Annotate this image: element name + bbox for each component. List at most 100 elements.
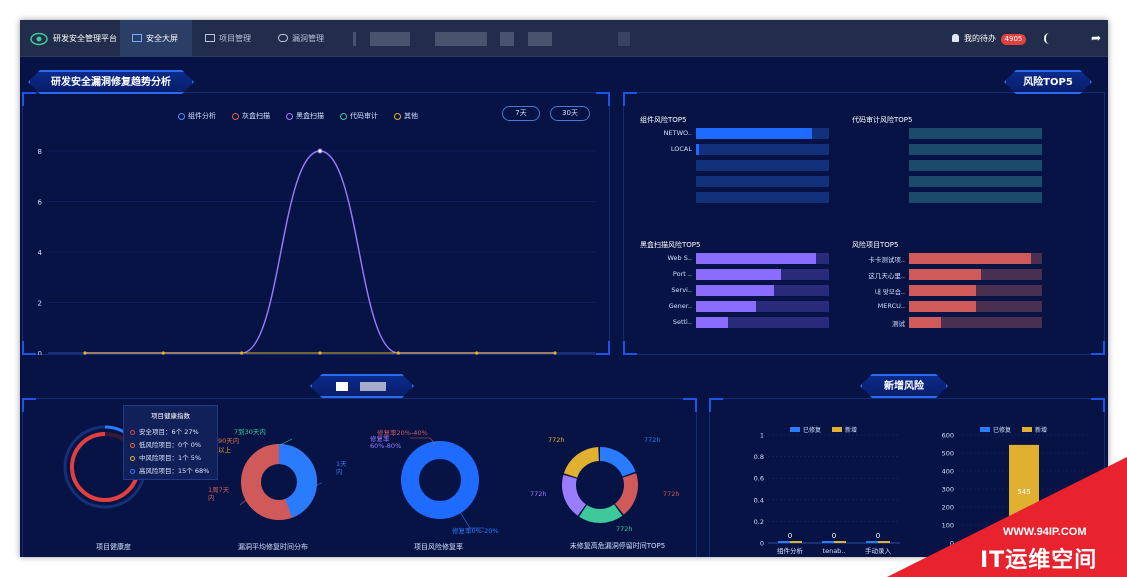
unfixed-label-4: 772h <box>616 525 633 533</box>
repair-rate-label-3: 修复率0%-20% <box>452 527 499 535</box>
health-dot-icon <box>130 429 135 435</box>
repair-time-label-5: 1天内 <box>336 460 347 476</box>
y-tick-label: 200 <box>942 504 954 512</box>
legend-marker-icon <box>1022 427 1032 432</box>
risk-bar[interactable] <box>909 269 981 280</box>
legend-item[interactable]: 黑盒扫描 <box>286 112 324 120</box>
health-row-text: 中风险项目：1个 5% <box>139 454 202 462</box>
risk-bar-label: LOCAL <box>670 145 692 153</box>
repair-time-label-2: 90天内 <box>218 437 240 445</box>
tab-vuln-management[interactable]: 漏洞管理 <box>278 20 324 57</box>
donut-slice <box>562 447 638 523</box>
unfixed-caption: 未修复高危漏洞停留时间TOP5 <box>569 542 666 550</box>
risk-top5-title: 风险TOP5 <box>1004 70 1092 94</box>
health-row-text: 低风险项目：0个 0% <box>139 441 202 449</box>
corner-decoration <box>623 341 637 355</box>
legend-item[interactable]: 灰盒扫描 <box>232 112 270 120</box>
legend-marker-icon <box>790 427 800 432</box>
risk-top5-panel <box>623 92 1105 355</box>
data-point <box>318 351 322 355</box>
legend-item[interactable]: 代码审计 <box>340 112 378 120</box>
tab-security-screen[interactable]: 安全大屏 <box>120 20 192 57</box>
health-row: 低风险项目：0个 0% <box>130 439 217 449</box>
risk-bar-track <box>909 176 1042 187</box>
project-stats-panel <box>22 398 697 557</box>
btn-7-days[interactable]: 7天 <box>502 106 540 121</box>
y-tick-label: 6 <box>38 199 43 207</box>
unfixed-label-3: 772h <box>663 490 680 498</box>
legend-marker-icon <box>980 427 990 432</box>
corner-decoration <box>1091 398 1105 412</box>
legend-item[interactable]: 其他 <box>394 112 418 120</box>
x-tick-label: 手动录入 <box>865 546 892 555</box>
risk-group-title: 组件风险TOP5 <box>640 116 687 124</box>
bar <box>822 541 834 543</box>
risk-bar[interactable] <box>909 285 976 296</box>
user-icon[interactable] <box>1044 33 1049 44</box>
corner-decoration <box>22 92 36 106</box>
trend-panel <box>22 92 610 355</box>
risk-bar[interactable] <box>909 301 976 312</box>
data-point <box>396 351 400 355</box>
legend-label: 已修复 <box>993 426 1011 434</box>
risk-bar[interactable] <box>696 269 781 280</box>
tab-label: 项目管理 <box>219 34 251 43</box>
tab-project-management[interactable]: 项目管理 <box>205 20 251 57</box>
todo-button[interactable]: 我的待办 4905 <box>952 20 1027 57</box>
health-dot-icon <box>130 468 135 474</box>
monitor-icon <box>132 34 142 42</box>
risk-bar-track <box>909 160 1042 171</box>
legend-label: 代码审计 <box>350 112 378 120</box>
btn-30-days[interactable]: 30天 <box>550 106 590 121</box>
risk-bar[interactable] <box>909 317 941 328</box>
repair-rate-label-2: 修复率60%-80% <box>370 435 402 450</box>
corner-decoration <box>22 341 36 355</box>
x-tick-label: tenab.. <box>823 547 846 555</box>
tab-label: 漏洞管理 <box>292 34 324 43</box>
redacted-block <box>370 32 410 46</box>
y-tick-label: 500 <box>942 450 954 458</box>
risk-bar-track <box>909 192 1042 203</box>
y-tick-label: 8 <box>38 148 42 156</box>
risk-bar-label: Gener.. <box>668 302 692 310</box>
risk-bar[interactable] <box>909 253 1031 264</box>
legend-label: 已修复 <box>803 426 821 434</box>
y-tick-label: 2 <box>38 300 42 308</box>
legend-label: 其他 <box>404 112 418 120</box>
data-label: 0 <box>876 532 880 540</box>
share-icon[interactable]: ➦ <box>1091 31 1102 45</box>
risk-bar[interactable] <box>696 253 816 264</box>
app-title: 研发安全管理平台 <box>53 34 117 43</box>
repair-rate-donut <box>401 437 484 529</box>
risk-bar[interactable] <box>696 128 812 139</box>
health-row: 中风险项目：1个 5% <box>130 452 217 462</box>
y-tick-label: 4 <box>38 249 43 257</box>
data-point <box>317 148 323 154</box>
risk-bar-label: Setti.. <box>672 318 692 326</box>
health-dot-icon <box>130 442 135 448</box>
trend-line-chart: 0246810/1210/1310/1410/1510/1610/1710/18 <box>38 148 595 355</box>
cloud-icon <box>278 34 288 42</box>
risk-bar-track <box>696 317 829 328</box>
risk-bar[interactable] <box>696 317 728 328</box>
y-tick-label: 0.2 <box>754 518 764 526</box>
health-row-text: 高风险项目：15个 68% <box>139 467 210 475</box>
legend-label: 黑盒扫描 <box>296 112 324 120</box>
risk-bar[interactable] <box>696 144 699 155</box>
bell-icon <box>952 34 959 42</box>
health-row: 高风险项目：15个 68% <box>130 465 217 475</box>
legend-label: 灰盒扫描 <box>242 112 270 120</box>
repair-time-label-3: 以上 <box>218 446 231 454</box>
legend-marker-icon <box>232 112 239 120</box>
data-label: 0 <box>788 532 792 540</box>
risk-bar[interactable] <box>696 285 774 296</box>
risk-bar[interactable] <box>696 301 756 312</box>
data-point <box>161 351 165 355</box>
risk-group-title: 黑盒扫描风险TOP5 <box>640 241 701 249</box>
risk-bar-label: 测试 <box>892 320 905 328</box>
redacted-block <box>435 32 487 46</box>
legend-marker-icon <box>178 112 185 120</box>
repair-time-caption: 漏洞平均修复时间分布 <box>238 543 308 551</box>
legend-marker-icon <box>394 112 401 120</box>
legend-item[interactable]: 组件分析 <box>178 112 216 120</box>
